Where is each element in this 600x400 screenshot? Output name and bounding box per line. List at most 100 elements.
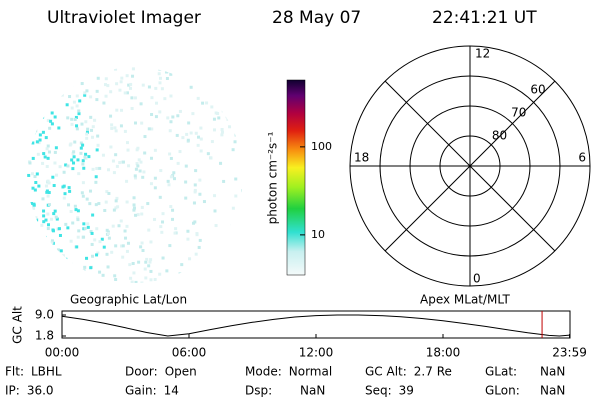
info-value: 14 [164,384,179,398]
image-pixel [213,128,217,132]
image-pixel [48,126,52,130]
image-pixel [96,143,100,147]
image-pixel [85,132,89,136]
image-pixel [71,152,75,156]
image-pixel [70,158,74,162]
image-pixel [213,194,217,198]
image-pixel [242,96,243,100]
image-pixel [91,125,95,129]
image-pixel [169,156,173,160]
image-pixel [83,155,87,159]
image-pixel [131,67,135,71]
image-pixel [199,126,203,130]
image-pixel [34,227,38,231]
image-pixel [47,203,51,207]
image-pixel [56,248,60,252]
image-pixel [113,126,117,130]
image-pixel [85,130,89,134]
image-pixel [89,229,93,233]
image-pixel [169,72,173,76]
image-pixel [54,215,58,219]
image-pixel [47,273,51,277]
image-pixel [210,105,214,109]
image-pixel [148,260,152,264]
image-pixel [109,90,113,94]
image-pixel [154,86,158,90]
image-pixel [98,166,102,170]
image-pixel [62,196,66,200]
image-pixel [34,216,38,220]
image-pixel [210,79,214,83]
image-pixel [119,80,123,84]
image-pixel [167,183,171,187]
image-pixel [236,246,240,250]
image-pixel [107,232,111,236]
image-pixel [114,129,118,133]
image-pixel [149,269,153,273]
mlt-label: 6 [578,151,586,165]
image-pixel [53,209,57,213]
image-pixel [46,261,50,265]
image-pixel [46,241,50,245]
image-pixel [67,73,71,77]
image-pixel [141,83,145,87]
image-pixel [169,94,173,98]
lat-ring [439,135,501,197]
image-pixel [64,222,68,226]
image-pixel [224,251,228,255]
image-pixel [158,81,162,85]
image-pixel [46,254,50,258]
image-pixel [127,164,131,168]
image-pixel [95,98,99,102]
image-pixel [46,223,50,227]
image-pixel [166,116,170,120]
image-pixel [110,123,114,127]
image-pixel [134,176,138,180]
image-pixel [69,239,73,243]
image-pixel [41,71,45,75]
image-pixel [32,131,36,135]
image-pixel [89,95,93,99]
image-pixel [68,95,72,99]
image-pixel [186,138,190,142]
image-pixel [75,124,79,128]
image-pixel [39,74,43,78]
image-pixel [193,268,197,272]
image-pixel [96,134,100,138]
image-pixel [46,118,50,122]
image-pixel [43,86,47,90]
image-pixel [206,152,210,156]
image-pixel [91,254,95,258]
image-pixel [81,282,85,283]
image-pixel [54,146,58,150]
image-pixel [130,107,134,111]
image-pixel [222,100,226,104]
image-pixel [45,164,49,168]
image-pixel [71,221,75,225]
image-pixel [198,192,202,196]
image-pixel [100,237,104,241]
image-pixel [50,241,54,245]
date: 28 May 07 [272,8,361,28]
image-pixel [153,277,157,281]
image-pixel [85,136,89,140]
image-pixel [32,270,36,274]
image-pixel [70,122,74,126]
image-pixel [34,129,38,133]
left-title: Geographic Lat/Lon [70,293,187,307]
uv-image [27,67,243,283]
image-pixel [66,116,70,120]
image-pixel [103,83,107,87]
image-pixel [126,241,130,245]
image-pixel [128,263,132,267]
image-pixel [135,148,139,152]
image-pixel [239,120,243,124]
image-pixel [63,192,67,196]
image-pixel [72,161,76,165]
image-pixel [90,135,94,139]
image-pixel [203,86,207,90]
image-pixel [196,96,200,100]
image-pixel [195,275,199,279]
image-pixel [205,101,209,105]
